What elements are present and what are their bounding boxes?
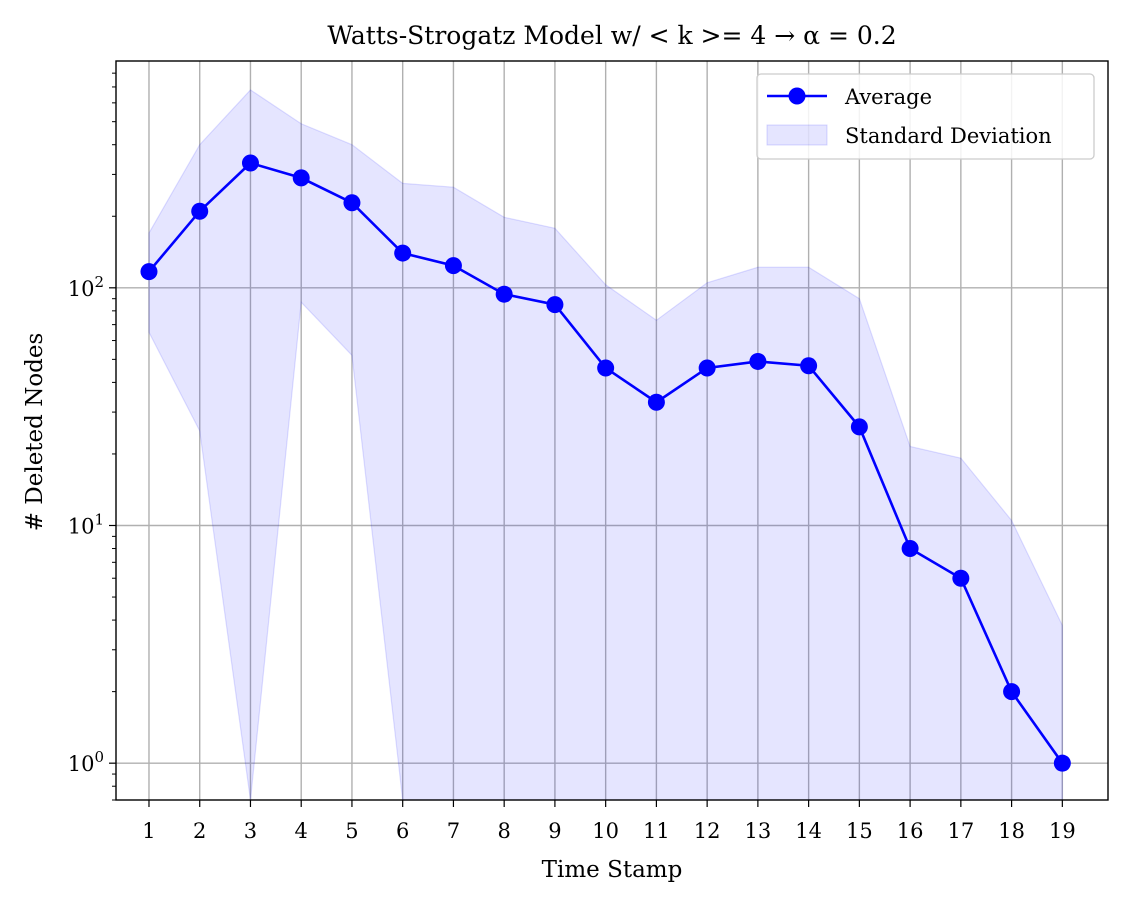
x-tick-label: 10 (592, 819, 619, 843)
average-point (495, 285, 513, 303)
y-tick-label: 101 (68, 510, 104, 538)
legend-box (756, 73, 1095, 160)
x-tick-label: 17 (947, 819, 974, 843)
y-tick-label: 100 (68, 748, 104, 776)
y-tick-label: 102 (68, 273, 104, 301)
legend-std-label: Standard Deviation (845, 124, 1052, 148)
average-point (546, 296, 564, 314)
x-tick-label: 5 (345, 819, 358, 843)
x-tick-label: 3 (244, 819, 257, 843)
x-tick-label: 13 (745, 819, 772, 843)
legend-average-label: Average (844, 85, 932, 109)
x-tick-label: 15 (846, 819, 873, 843)
x-tick-label: 12 (694, 819, 721, 843)
average-point (292, 169, 310, 187)
average-point (952, 569, 970, 587)
average-point (800, 357, 818, 375)
x-tick-label: 19 (1049, 819, 1076, 843)
average-point (698, 359, 716, 377)
x-tick-label: 16 (897, 819, 924, 843)
x-tick-label: 4 (295, 819, 308, 843)
average-point (850, 418, 868, 436)
y-axis-label: # Deleted Nodes (22, 333, 48, 532)
average-point (394, 244, 412, 262)
average-point (749, 352, 767, 370)
average-series-layer (140, 154, 1071, 772)
x-tick-label: 2 (193, 819, 206, 843)
plot-frame (115, 60, 1109, 801)
legend-average-marker (788, 87, 806, 105)
chart-title: Watts-Strogatz Model w/ < k >= 4 → α = 0… (327, 21, 896, 50)
average-point (901, 540, 919, 558)
x-tick-label: 7 (447, 819, 460, 843)
x-tick-label: 11 (643, 819, 670, 843)
average-point (241, 154, 259, 172)
x-tick-label: 14 (795, 819, 822, 843)
average-point (191, 202, 209, 220)
average-point (1003, 683, 1021, 701)
average-point (140, 263, 158, 281)
average-point (647, 393, 665, 411)
average-point (1053, 754, 1071, 772)
x-tick-label: 9 (548, 819, 561, 843)
x-axis-label: Time Stamp (542, 857, 683, 883)
average-point (343, 194, 361, 212)
x-tick-label: 8 (497, 819, 510, 843)
x-tick-label: 1 (142, 819, 155, 843)
legend-std-swatch (766, 124, 828, 146)
x-tick-label: 18 (998, 819, 1025, 843)
x-tick-label: 6 (396, 819, 409, 843)
average-point (597, 359, 615, 377)
legend: Average Standard Deviation (756, 73, 1095, 160)
average-point (444, 257, 462, 275)
